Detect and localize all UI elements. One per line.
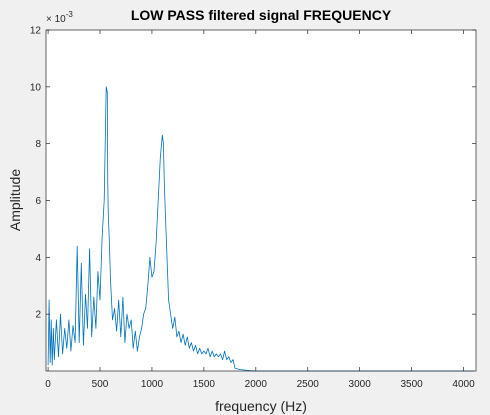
y-multiplier-exponent: -3 bbox=[66, 10, 74, 19]
x-ticks: 0 500 1000 1500 2000 2500 3000 3500 4000 bbox=[45, 30, 475, 390]
x-tick-label: 500 bbox=[92, 379, 109, 390]
x-tick-label: 1500 bbox=[193, 379, 216, 390]
y-ticks: 2 4 6 8 10 12 bbox=[30, 26, 476, 321]
x-tick-label: 0 bbox=[45, 379, 51, 390]
x-tick-label: 3500 bbox=[400, 379, 423, 390]
y-tick-label: 10 bbox=[30, 82, 42, 93]
y-tick-label: 2 bbox=[35, 310, 41, 321]
chart-title: LOW PASS filtered signal FREQUENCY bbox=[131, 7, 392, 23]
plot-area bbox=[47, 86, 474, 372]
y-tick-label: 12 bbox=[30, 26, 42, 37]
x-axis-label: frequency (Hz) bbox=[215, 398, 307, 414]
x-tick-label: 1000 bbox=[141, 379, 164, 390]
y-multiplier: × 10-3 bbox=[46, 10, 73, 25]
x-tick-label: 2000 bbox=[245, 379, 268, 390]
axes-background bbox=[46, 30, 476, 371]
y-tick-label: 4 bbox=[35, 253, 41, 264]
series-line bbox=[47, 86, 474, 372]
x-tick-label: 3000 bbox=[349, 379, 372, 390]
y-multiplier-base: × 10 bbox=[46, 14, 66, 25]
x-tick-label: 2500 bbox=[297, 379, 320, 390]
y-tick-label: 6 bbox=[35, 196, 41, 207]
y-tick-label: 8 bbox=[35, 139, 41, 150]
x-tick-label: 4000 bbox=[452, 379, 475, 390]
y-axis-label: Amplitude bbox=[7, 169, 23, 231]
